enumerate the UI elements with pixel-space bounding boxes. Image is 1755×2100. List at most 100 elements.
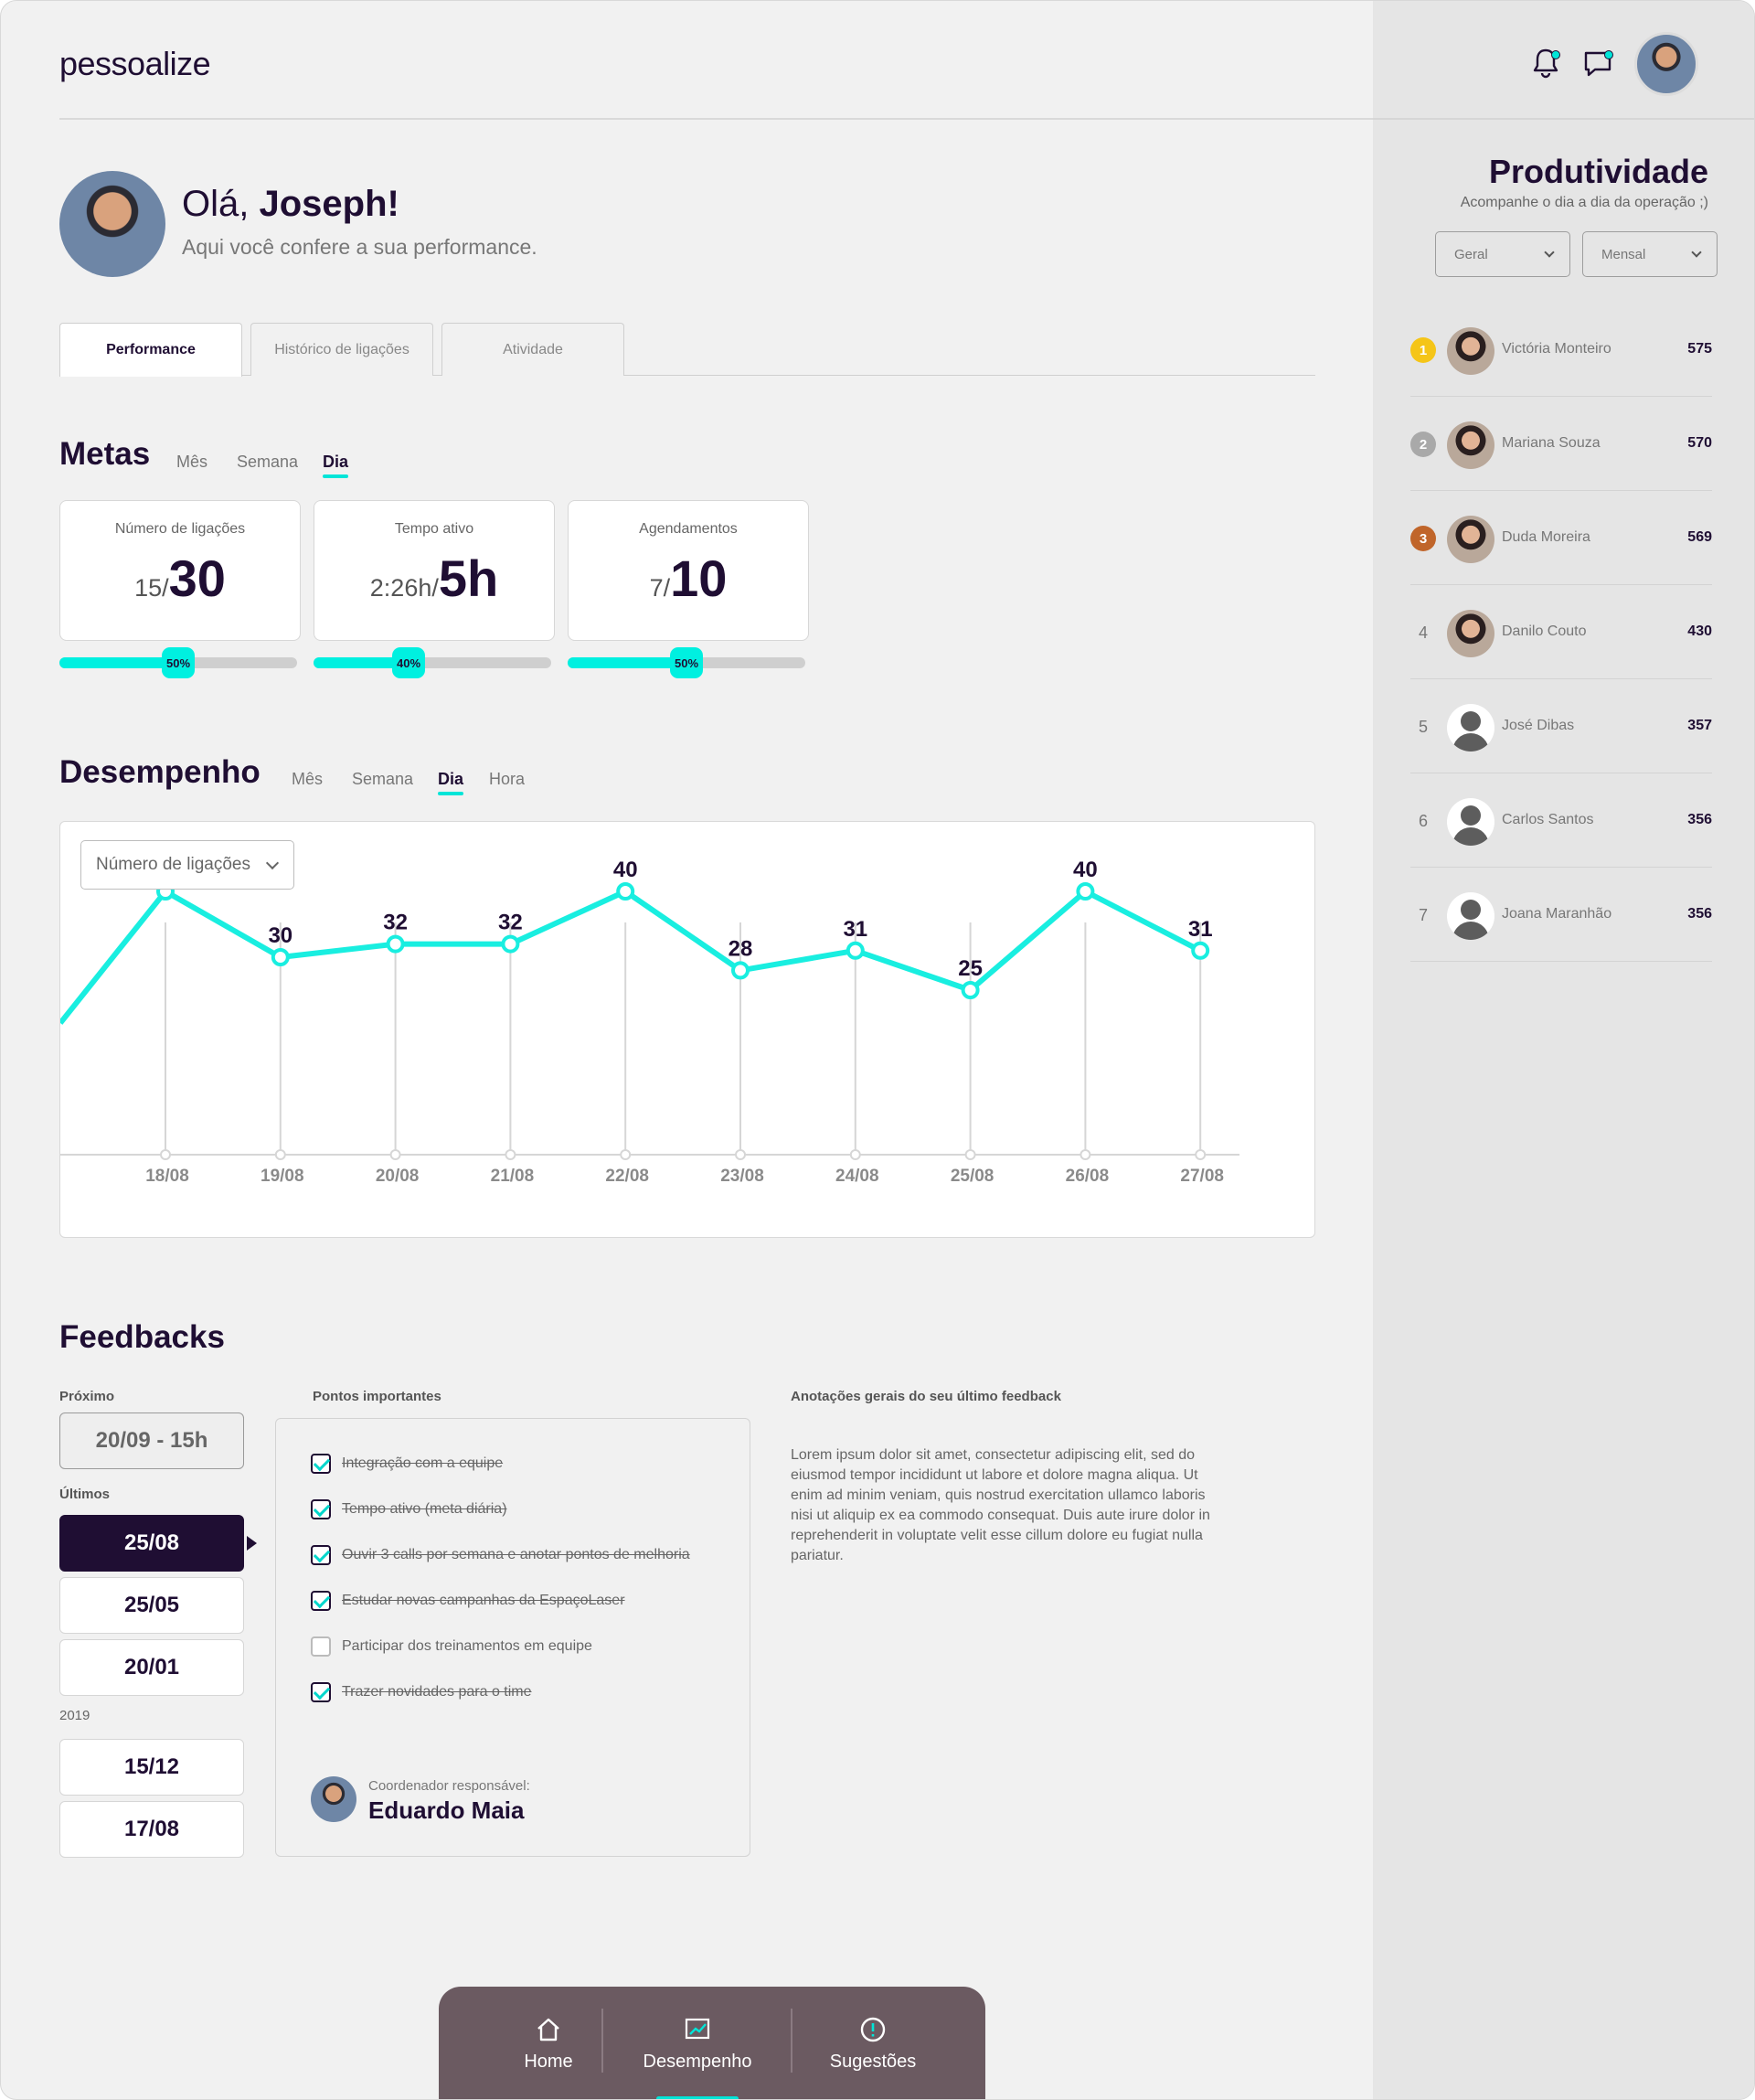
checkbox[interactable] — [311, 1499, 331, 1519]
ranking-row[interactable]: 1 Victória Monteiro 575 — [1410, 303, 1712, 397]
tab-historico-ligacoes[interactable]: Histórico de ligações — [250, 323, 433, 376]
feedback-date-button[interactable]: 17/08 — [59, 1801, 244, 1858]
checkbox[interactable] — [311, 1591, 331, 1611]
period-select[interactable]: Mensal — [1582, 231, 1718, 277]
checkbox[interactable] — [311, 1636, 331, 1657]
desempenho-filter-semana[interactable]: Semana — [352, 770, 414, 788]
logo: pessoalize — [59, 45, 211, 82]
ranking-row[interactable]: 6 Carlos Santos 356 — [1410, 773, 1712, 868]
avatar — [1447, 516, 1494, 563]
info-circle-icon — [860, 2017, 886, 2042]
progress-badge: 50% — [670, 647, 703, 678]
goal-value: 2:26h/5h — [369, 549, 499, 607]
progress-fill — [314, 657, 409, 668]
tab-atividade[interactable]: Atividade — [441, 323, 624, 376]
ranking-row[interactable]: 2 Mariana Souza 570 — [1410, 397, 1712, 491]
data-point — [1076, 882, 1095, 901]
desempenho-filter-mes[interactable]: Mês — [292, 770, 324, 788]
ranking-score: 356 — [1687, 812, 1712, 827]
nav-home[interactable]: Home — [494, 1987, 603, 2099]
data-point — [846, 941, 865, 960]
bell-icon[interactable] — [1527, 45, 1564, 81]
scope-select[interactable]: Geral — [1435, 231, 1570, 277]
chevron-down-icon — [1691, 247, 1702, 258]
checklist-item[interactable]: Integração com a equipe — [311, 1454, 503, 1474]
ranking-row[interactable]: 3 Duda Moreira 569 — [1410, 491, 1712, 585]
data-label: 31 — [843, 917, 867, 942]
data-label: 28 — [729, 936, 753, 961]
checklist-item[interactable]: Trazer novidades para o time — [311, 1682, 532, 1702]
data-point — [1191, 941, 1210, 960]
checklist-item[interactable]: Tempo ativo (meta diária) — [311, 1499, 507, 1519]
x-tick-label: 21/08 — [491, 1167, 535, 1186]
goal-card-appointments: Agendamentos 7/10 — [568, 500, 809, 641]
ranking-row[interactable]: 4 Danilo Couto 430 — [1410, 585, 1712, 679]
goal-value: 15/30 — [134, 549, 226, 607]
checklist-item[interactable]: Ouvir 3 calls por semana e anotar pontos… — [311, 1545, 690, 1565]
metas-filter-dia[interactable]: Dia — [323, 453, 349, 478]
next-feedback-date[interactable]: 20/09 - 15h — [59, 1412, 244, 1469]
ranking-position: 5 — [1418, 717, 1428, 736]
performance-chart-card: 18/08 19/08 20/08 21/08 22/08 23/08 24/08 25/08… — [59, 821, 1315, 1238]
data-point — [386, 934, 405, 954]
trend-chart-icon — [685, 2018, 710, 2040]
ranking-score: 357 — [1687, 718, 1712, 733]
medal-badge: 1 — [1410, 337, 1436, 363]
ranking-score: 570 — [1687, 435, 1712, 451]
ranking-position: 6 — [1418, 811, 1428, 830]
metric-dropdown[interactable]: Número de ligações — [80, 840, 294, 890]
tab-performance[interactable]: Performance — [59, 323, 242, 377]
axis-tick — [505, 1149, 516, 1160]
checklist-item[interactable]: Estudar novas campanhas da EspaçoLaser — [311, 1591, 625, 1611]
ranking-score: 356 — [1687, 906, 1712, 922]
ranking-row[interactable]: 5 José Dibas 357 — [1410, 679, 1712, 773]
x-tick-label: 18/08 — [145, 1167, 189, 1186]
checkbox[interactable] — [311, 1545, 331, 1565]
notes-label: Anotações gerais do seu último feedback — [791, 1389, 1061, 1404]
feedback-date-button[interactable]: 25/08 — [59, 1515, 244, 1572]
data-label: 40 — [1073, 858, 1098, 882]
profile-avatar — [59, 171, 165, 277]
x-tick-label: 24/08 — [835, 1167, 879, 1186]
user-avatar[interactable] — [1634, 32, 1698, 96]
selected-arrow-icon — [247, 1536, 257, 1551]
metas-filter-mes[interactable]: Mês — [176, 453, 208, 471]
x-tick-label: 25/08 — [951, 1167, 994, 1186]
desempenho-filter-hora[interactable]: Hora — [489, 770, 526, 788]
medal-badge: 3 — [1410, 526, 1436, 551]
progress-fill — [59, 657, 178, 668]
header-divider — [59, 118, 1373, 120]
x-tick-label: 27/08 — [1180, 1167, 1224, 1186]
tab-bar: Performance Histórico de ligações Ativid… — [59, 323, 1315, 377]
goal-label: Agendamentos — [639, 521, 738, 537]
ranking-position: 7 — [1418, 905, 1428, 924]
goal-card-calls: Número de ligações 15/30 — [59, 500, 301, 641]
greeting: Olá, Joseph! — [182, 184, 399, 224]
ranking-row[interactable]: 7 Joana Maranhão 356 — [1410, 868, 1712, 962]
ranking-score: 430 — [1687, 624, 1712, 639]
data-point — [501, 934, 520, 954]
last-label: Últimos — [59, 1487, 111, 1502]
desempenho-filter-dia[interactable]: Dia — [438, 770, 464, 795]
bottom-nav: Home Desempenho Sugestões — [439, 1987, 985, 2099]
metas-filter-semana[interactable]: Semana — [237, 453, 299, 471]
feedback-date-button[interactable]: 20/01 — [59, 1639, 244, 1696]
checklist-item[interactable]: Participar dos treinamentos em equipe — [311, 1636, 592, 1657]
nav-desempenho[interactable]: Desempenho — [633, 1987, 761, 2099]
data-label: 25 — [958, 956, 983, 981]
productivity-sidebar — [1373, 1, 1754, 2099]
progress-badge: 50% — [162, 647, 195, 678]
feedback-date-button[interactable]: 15/12 — [59, 1739, 244, 1796]
checkbox[interactable] — [311, 1454, 331, 1474]
x-tick-label: 22/08 — [605, 1167, 649, 1186]
data-label: 32 — [498, 911, 523, 935]
coordinator-name: Eduardo Maia — [368, 1796, 525, 1824]
greeting-subtitle: Aqui você confere a sua performance. — [182, 235, 537, 259]
progress-fill — [568, 657, 686, 668]
checkbox[interactable] — [311, 1682, 331, 1702]
chat-icon[interactable] — [1580, 45, 1617, 81]
nav-sugestoes[interactable]: Sugestões — [809, 1987, 937, 2099]
feedbacks-title: Feedbacks — [59, 1319, 225, 1355]
feedback-date-button[interactable]: 25/05 — [59, 1577, 244, 1634]
x-tick-label: 23/08 — [720, 1167, 764, 1186]
